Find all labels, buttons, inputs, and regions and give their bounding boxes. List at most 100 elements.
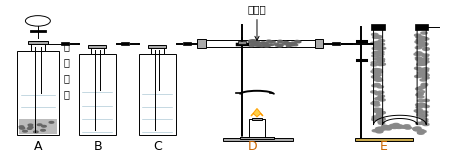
Bar	[30, 41, 45, 51]
Circle shape	[377, 60, 383, 63]
Circle shape	[371, 76, 378, 78]
Circle shape	[379, 122, 385, 124]
Circle shape	[20, 127, 24, 129]
Circle shape	[275, 44, 280, 46]
Bar	[240, 137, 274, 139]
Circle shape	[373, 36, 379, 38]
Circle shape	[376, 36, 382, 38]
Circle shape	[415, 75, 421, 78]
Circle shape	[254, 43, 258, 44]
Circle shape	[266, 45, 270, 47]
Circle shape	[416, 109, 423, 111]
Circle shape	[248, 41, 253, 43]
Circle shape	[421, 120, 428, 123]
Circle shape	[258, 43, 263, 44]
Circle shape	[287, 44, 291, 46]
Circle shape	[378, 63, 384, 66]
Circle shape	[372, 52, 379, 54]
Circle shape	[420, 63, 427, 65]
Circle shape	[378, 121, 384, 123]
Circle shape	[371, 102, 377, 104]
Circle shape	[417, 87, 424, 89]
Circle shape	[420, 63, 426, 65]
Text: 盐: 盐	[64, 57, 70, 67]
Circle shape	[267, 44, 272, 46]
Circle shape	[378, 95, 384, 97]
Circle shape	[371, 91, 377, 93]
Circle shape	[417, 68, 424, 71]
Circle shape	[422, 60, 428, 62]
Circle shape	[293, 44, 298, 46]
Bar	[415, 24, 429, 30]
Circle shape	[376, 79, 383, 81]
Circle shape	[396, 125, 403, 127]
Circle shape	[418, 61, 425, 63]
Text: B: B	[94, 140, 102, 153]
Bar	[238, 41, 246, 44]
Circle shape	[372, 130, 379, 132]
Bar	[151, 45, 163, 54]
Circle shape	[261, 42, 265, 43]
Circle shape	[420, 59, 426, 61]
Circle shape	[378, 51, 384, 53]
Circle shape	[284, 42, 289, 44]
Circle shape	[371, 42, 377, 44]
Circle shape	[372, 33, 378, 36]
Circle shape	[378, 58, 384, 60]
Circle shape	[278, 45, 283, 46]
Bar	[88, 45, 106, 48]
Circle shape	[282, 43, 287, 45]
Circle shape	[418, 91, 425, 93]
Circle shape	[416, 75, 423, 77]
Circle shape	[278, 45, 283, 46]
Text: 氧化铜: 氧化铜	[248, 4, 266, 40]
Circle shape	[249, 45, 254, 47]
Circle shape	[383, 126, 389, 128]
Circle shape	[421, 84, 427, 86]
Circle shape	[421, 83, 428, 86]
Circle shape	[257, 44, 262, 46]
Circle shape	[286, 42, 290, 44]
Circle shape	[415, 47, 422, 49]
Circle shape	[421, 43, 428, 46]
Circle shape	[28, 124, 33, 126]
Circle shape	[373, 102, 379, 104]
Circle shape	[418, 96, 424, 98]
Circle shape	[377, 55, 383, 58]
Circle shape	[375, 71, 381, 74]
Circle shape	[373, 75, 379, 77]
Circle shape	[418, 73, 425, 75]
Circle shape	[378, 60, 384, 62]
Circle shape	[263, 45, 268, 47]
Circle shape	[421, 73, 428, 75]
Circle shape	[421, 114, 428, 116]
Circle shape	[377, 113, 383, 115]
Circle shape	[376, 109, 383, 111]
Circle shape	[376, 114, 383, 116]
Circle shape	[373, 35, 379, 37]
Circle shape	[371, 62, 378, 64]
Circle shape	[415, 128, 421, 130]
Bar	[314, 39, 323, 48]
Bar	[332, 42, 340, 45]
Circle shape	[415, 88, 422, 90]
Circle shape	[34, 131, 38, 133]
Circle shape	[263, 44, 268, 45]
Circle shape	[415, 52, 422, 54]
Bar	[182, 42, 191, 45]
Circle shape	[420, 72, 427, 74]
Circle shape	[375, 36, 382, 38]
Circle shape	[421, 37, 427, 39]
Circle shape	[387, 126, 393, 128]
Circle shape	[422, 69, 429, 72]
Circle shape	[372, 116, 379, 118]
Circle shape	[286, 43, 291, 44]
Circle shape	[377, 118, 383, 120]
Circle shape	[378, 40, 384, 42]
Circle shape	[416, 111, 423, 113]
Circle shape	[268, 41, 273, 43]
Circle shape	[420, 39, 426, 41]
Circle shape	[415, 104, 422, 106]
Circle shape	[255, 41, 259, 43]
Circle shape	[377, 86, 384, 88]
